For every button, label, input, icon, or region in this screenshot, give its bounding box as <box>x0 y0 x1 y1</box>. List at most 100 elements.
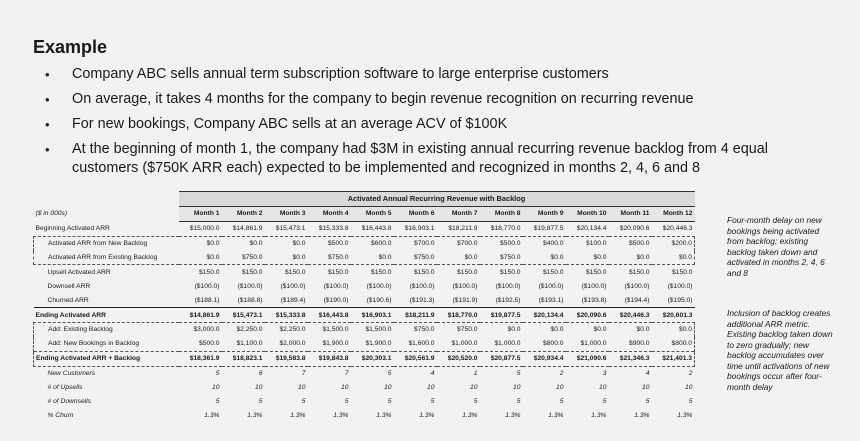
table-cell: ($100.0) <box>667 282 693 290</box>
table-cell: $2,000.0 <box>279 340 306 348</box>
table-cell: $0.0 <box>479 322 523 337</box>
bullet-item: At the beginning of month 1, the company… <box>42 140 832 178</box>
table-cell: $150.0 <box>672 268 693 276</box>
table-cell: ($100.0) <box>194 282 220 290</box>
table-cell: 1.3% <box>462 411 478 419</box>
table-cell: $750.0 <box>221 250 265 266</box>
month-header: Month 5 <box>350 206 394 222</box>
table-row: Upsell Activated ARR $150.0 $150.0 $150.0 $1… <box>34 265 695 279</box>
row-label: Add: Existing Backlog <box>33 322 179 337</box>
table-cell: 5 <box>559 397 564 405</box>
table-cell: $750.0 <box>393 322 437 337</box>
table-cell: $0.0 <box>565 250 609 266</box>
table-cell: $21,090.6 <box>565 350 609 367</box>
table-cell: 5 <box>688 397 693 405</box>
table-cell: 1.3% <box>204 411 220 419</box>
month-header: Month 6 <box>393 206 437 222</box>
table-cell: 10 <box>470 384 478 392</box>
table-cell: 5 <box>215 397 220 405</box>
table-cell: $0.0 <box>565 322 609 337</box>
table-cell: $400.0 <box>522 235 566 251</box>
bullet-item: Company ABC sells annual term subscripti… <box>42 65 832 84</box>
bullet-item: On average, it takes 4 months for the co… <box>42 90 832 109</box>
month-header: Month 2 <box>221 206 265 222</box>
table-cell: 1.3% <box>548 411 564 419</box>
table-cell: $100.0 <box>565 235 609 251</box>
table-cell: 1 <box>473 370 478 378</box>
table-cell: $150.0 <box>500 268 521 276</box>
table-cell: $20,090.6 <box>619 225 650 233</box>
table-cell: 7 <box>344 370 349 378</box>
table-cell: 5 <box>301 397 306 405</box>
table-cell: $700.0 <box>393 235 437 251</box>
table-cell: $0.0 <box>221 235 265 251</box>
table-row: Add: Existing Backlog $3,000.0 $2,250.0 $2,… <box>33 322 695 337</box>
table-cell: 5 <box>602 397 607 405</box>
table-cell: $750.0 <box>479 250 523 266</box>
table-cell: $150.0 <box>414 268 435 276</box>
table-cell: ($100.0) <box>581 282 607 290</box>
table-cell: $150.0 <box>543 268 564 276</box>
table-cell: $900.0 <box>629 340 650 348</box>
table-cell: $0.0 <box>651 250 695 266</box>
table-cell: 5 <box>387 397 392 405</box>
table-cell: ($191.3) <box>409 296 435 304</box>
table-cell: $20,934.4 <box>522 350 566 367</box>
table-cell: $1,500.0 <box>350 322 394 337</box>
table-cell: $150.0 <box>629 268 650 276</box>
table-cell: $150.0 <box>328 268 349 276</box>
table-cell: 1.3% <box>591 411 607 419</box>
table-row: Ending Activated ARR + Backlog $18,361.9 $… <box>33 350 695 367</box>
row-label: Downsell ARR <box>47 282 91 290</box>
month-header: Month 8 <box>479 206 523 222</box>
units-label: ($ in 000s) <box>35 210 68 218</box>
month-header: Month 10 <box>565 206 609 222</box>
table-cell: 5 <box>344 397 349 405</box>
table-row: Activated ARR from Existing Backlog $0.0 $… <box>33 250 695 266</box>
row-label: % Churn <box>47 411 74 419</box>
table-cell: $750.0 <box>393 250 437 266</box>
table-row: Add: New Bookings in Backlog $500.0 $1,100… <box>33 336 695 352</box>
table-cell: ($100.0) <box>366 282 392 290</box>
table-cell: $18,211.9 <box>448 225 478 233</box>
table-cell: ($192.5) <box>495 296 521 304</box>
table-cell: 3 <box>602 370 607 378</box>
table-cell: 5 <box>430 397 435 405</box>
table-cell: $750.0 <box>436 322 480 337</box>
table-cell: $16,443.8 <box>307 307 351 323</box>
table-cell: $15,473.1 <box>275 225 306 233</box>
table-cell: $150.0 <box>242 268 263 276</box>
table-cell: 5 <box>387 370 392 378</box>
table-cell: $21,401.3 <box>651 350 695 367</box>
table-cell: 1.3% <box>419 411 435 419</box>
table-cell: ($100.0) <box>495 282 521 290</box>
table-cell: ($100.0) <box>409 282 435 290</box>
table-cell: $1,000.0 <box>494 340 521 348</box>
table-cell: $20,446.3 <box>608 307 652 323</box>
table-cell: $16,443.8 <box>361 225 392 233</box>
table-cell: $150.0 <box>199 268 220 276</box>
table-cell: $0.0 <box>436 250 480 266</box>
table-cell: 1.3% <box>290 411 306 419</box>
table-cell: $2,250.0 <box>264 322 308 337</box>
row-label: New Customers <box>47 370 96 378</box>
table-cell: $16,903.1 <box>404 225 435 233</box>
table-cell: $3,000.0 <box>178 322 222 337</box>
table-cell: 10 <box>513 384 521 392</box>
table-cell: $20,561.9 <box>393 350 437 367</box>
table-cell: ($100.0) <box>452 282 478 290</box>
row-label: Ending Activated ARR <box>33 307 179 323</box>
table-row: Ending Activated ARR $14,861.9 $15,473.1 $1… <box>33 307 695 323</box>
page-title: Example <box>33 37 108 57</box>
month-header: Month 4 <box>307 206 351 222</box>
month-header: Month 11 <box>608 206 652 222</box>
table-cell: $500.0 <box>307 235 351 251</box>
table-cell: $1,900.0 <box>365 340 392 348</box>
table-cell: $19,583.8 <box>264 350 308 367</box>
table-cell: 2 <box>559 370 564 378</box>
table-cell: 5 <box>215 370 220 378</box>
annotation-backlog-delay: Four-month delay on new bookings being a… <box>727 215 825 278</box>
table-cell: $15,473.1 <box>221 307 265 323</box>
table-cell: $0.0 <box>264 250 308 266</box>
table-cell: 5 <box>645 397 650 405</box>
